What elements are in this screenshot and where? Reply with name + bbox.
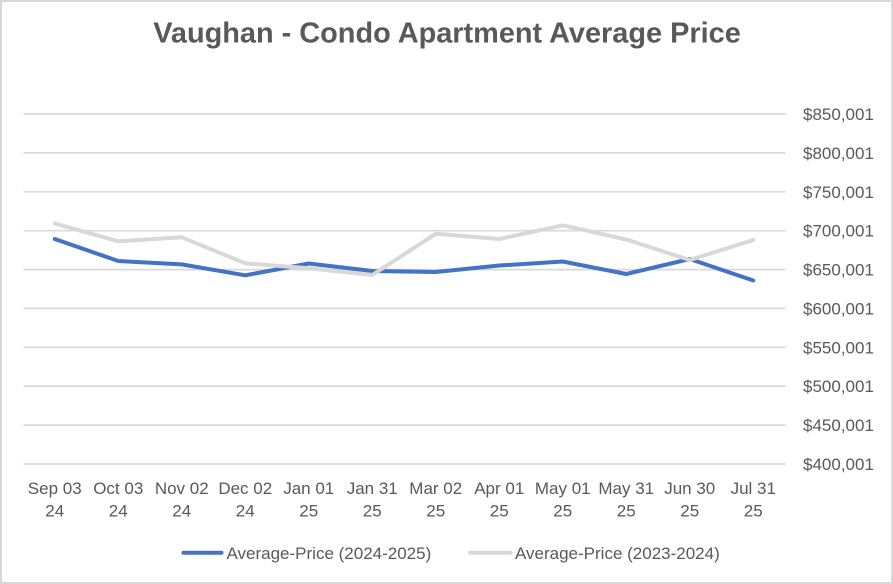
svg-text:25: 25 bbox=[299, 501, 318, 520]
svg-text:Mar 02: Mar 02 bbox=[409, 479, 462, 498]
svg-text:25: 25 bbox=[490, 501, 509, 520]
svg-text:24: 24 bbox=[172, 501, 191, 520]
svg-text:$750,001: $750,001 bbox=[803, 183, 874, 202]
svg-text:25: 25 bbox=[426, 501, 445, 520]
svg-text:May 01: May 01 bbox=[535, 479, 591, 498]
svg-text:25: 25 bbox=[617, 501, 636, 520]
svg-text:Jan 01: Jan 01 bbox=[283, 479, 334, 498]
svg-text:25: 25 bbox=[744, 501, 763, 520]
svg-text:24: 24 bbox=[236, 501, 255, 520]
svg-text:$850,001: $850,001 bbox=[803, 105, 874, 124]
svg-text:$550,001: $550,001 bbox=[803, 338, 874, 357]
svg-text:$800,001: $800,001 bbox=[803, 144, 874, 163]
svg-text:25: 25 bbox=[363, 501, 382, 520]
svg-text:24: 24 bbox=[109, 501, 128, 520]
svg-text:Jun 30: Jun 30 bbox=[664, 479, 715, 498]
svg-text:24: 24 bbox=[45, 501, 64, 520]
svg-text:$650,001: $650,001 bbox=[803, 261, 874, 280]
svg-text:$700,001: $700,001 bbox=[803, 222, 874, 241]
svg-text:$600,001: $600,001 bbox=[803, 299, 874, 318]
svg-text:Nov 02: Nov 02 bbox=[155, 479, 209, 498]
svg-text:25: 25 bbox=[680, 501, 699, 520]
svg-text:$400,001: $400,001 bbox=[803, 455, 874, 474]
svg-text:Average-Price (2023-2024): Average-Price (2023-2024) bbox=[515, 544, 720, 563]
svg-text:Vaughan - Condo Apartment Aver: Vaughan - Condo Apartment Average Price bbox=[153, 18, 741, 50]
svg-text:Dec 02: Dec 02 bbox=[218, 479, 272, 498]
svg-text:Jan 31: Jan 31 bbox=[347, 479, 398, 498]
svg-text:$450,001: $450,001 bbox=[803, 416, 874, 435]
svg-text:$500,001: $500,001 bbox=[803, 377, 874, 396]
svg-text:Oct 03: Oct 03 bbox=[93, 479, 143, 498]
svg-text:25: 25 bbox=[553, 501, 572, 520]
svg-text:Sep 03: Sep 03 bbox=[28, 479, 82, 498]
svg-text:Apr 01: Apr 01 bbox=[474, 479, 524, 498]
svg-text:Jul 31: Jul 31 bbox=[731, 479, 776, 498]
svg-text:Average-Price (2024-2025): Average-Price (2024-2025) bbox=[227, 544, 432, 563]
svg-text:May 31: May 31 bbox=[598, 479, 654, 498]
